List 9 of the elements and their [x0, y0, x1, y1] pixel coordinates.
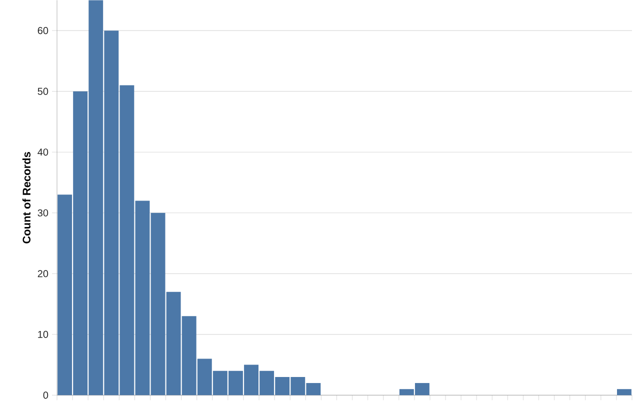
bar [617, 389, 632, 396]
y-tick-label: 20 [38, 270, 48, 278]
y-axis-title: Count of Records [22, 152, 30, 244]
y-tick-label: 10 [38, 330, 48, 338]
y-tick-label: 50 [38, 88, 48, 95]
y-tick-label: 40 [38, 148, 48, 156]
y-tick-label: 60 [38, 27, 48, 34]
y-tick-label: 30 [38, 209, 48, 216]
y-tick-label: 0 [43, 392, 48, 399]
